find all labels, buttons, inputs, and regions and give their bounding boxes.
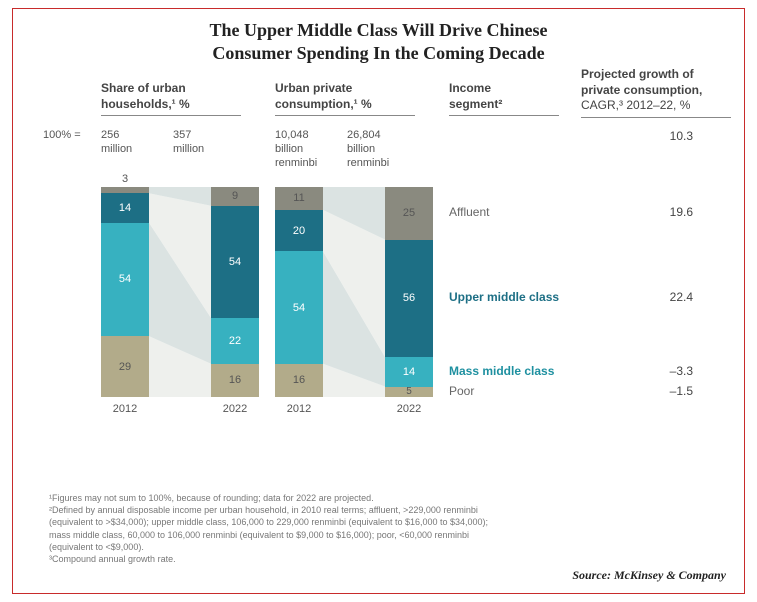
year-label-cons-2012: 2012 xyxy=(275,403,323,415)
segment-label-poor: Poor xyxy=(449,384,474,398)
footnote-3: ³Compound annual growth rate. xyxy=(49,553,509,565)
col-header-households: Share of urban households,¹ % xyxy=(101,81,241,116)
col-header-segment-l2: segment² xyxy=(449,97,502,111)
chart-households: 29541431622549 xyxy=(101,187,259,397)
col-rule xyxy=(449,115,559,116)
bar-segment-poor: 29 xyxy=(101,336,149,397)
col-header-growth: Projected growth of private consumption,… xyxy=(581,67,731,118)
col-header-consumption: Urban private consumption,¹ % xyxy=(275,81,415,116)
col-header-consumption-l1: Urban private xyxy=(275,81,352,95)
growth-value-mass: –3.3 xyxy=(633,364,693,378)
footnotes: ¹Figures may not sum to 100%, because of… xyxy=(49,492,509,565)
col-header-households-l2: households,¹ % xyxy=(101,97,190,111)
year-label-hh-2012: 2012 xyxy=(101,403,149,415)
bar-segment-mass: 54 xyxy=(101,223,149,336)
bar-segment-affluent: 11 xyxy=(275,187,323,210)
growth-value-poor: –1.5 xyxy=(633,384,693,398)
segment-label-upper: Upper middle class xyxy=(449,290,559,304)
col-rule xyxy=(581,117,731,118)
col-header-growth-l1: Projected growth of xyxy=(581,67,694,81)
bar-segment-poor: 16 xyxy=(211,364,259,397)
footnote-2: ²Defined by annual disposable income per… xyxy=(49,504,509,553)
bar-segment-poor: 16 xyxy=(275,364,323,397)
households-total-2012: 256 million xyxy=(101,129,132,157)
bar-segment-mass: 54 xyxy=(275,251,323,363)
segment-label-mass: Mass middle class xyxy=(449,364,554,378)
title-line-2: Consumer Spending In the Coming Decade xyxy=(13,42,744,65)
col-header-consumption-l2: consumption,¹ % xyxy=(275,97,372,111)
col-header-growth-l3: CAGR,³ 2012–22, % xyxy=(581,98,690,112)
source-credit: Source: McKinsey & Company xyxy=(572,568,726,583)
growth-overall: 10.3 xyxy=(633,129,693,143)
col-rule xyxy=(275,115,415,116)
bar-segment-upper: 14 xyxy=(101,193,149,222)
bar-segment-mass: 14 xyxy=(385,357,433,386)
bar-segment-mass: 22 xyxy=(211,318,259,364)
segment-label-affluent: Affluent xyxy=(449,205,489,219)
consumption-total-2012: 10,048 billion renminbi xyxy=(275,129,317,170)
chart-frame: The Upper Middle Class Will Drive Chines… xyxy=(12,8,745,594)
footnote-1: ¹Figures may not sum to 100%, because of… xyxy=(49,492,509,504)
bar-segment-upper: 54 xyxy=(211,206,259,318)
title-line-1: The Upper Middle Class Will Drive Chines… xyxy=(13,19,744,42)
households-total-2022: 357 million xyxy=(173,129,204,157)
growth-value-upper: 22.4 xyxy=(633,290,693,304)
col-header-growth-l2: private consumption, xyxy=(581,83,702,97)
year-label-cons-2022: 2022 xyxy=(385,403,433,415)
year-label-hh-2022: 2022 xyxy=(211,403,259,415)
chart-title: The Upper Middle Class Will Drive Chines… xyxy=(13,9,744,64)
bar-segment-affluent: 25 xyxy=(385,187,433,240)
col-header-segment-l1: Income xyxy=(449,81,491,95)
chart-consumption: 16542011 5145625 xyxy=(275,187,433,397)
bar-segment-affluent: 3 xyxy=(101,187,149,193)
growth-value-affluent: 19.6 xyxy=(633,205,693,219)
hundred-equals-label: 100% = xyxy=(43,129,81,141)
consumption-total-2022: 26,804 billion renminbi xyxy=(347,129,389,170)
bar-segment-affluent: 9 xyxy=(211,187,259,206)
col-header-households-l1: Share of urban xyxy=(101,81,186,95)
bar-segment-upper: 20 xyxy=(275,210,323,252)
col-header-segment: Income segment² xyxy=(449,81,559,116)
bar-segment-upper: 56 xyxy=(385,240,433,358)
bar-segment-poor: 5 xyxy=(385,387,433,398)
col-rule xyxy=(101,115,241,116)
